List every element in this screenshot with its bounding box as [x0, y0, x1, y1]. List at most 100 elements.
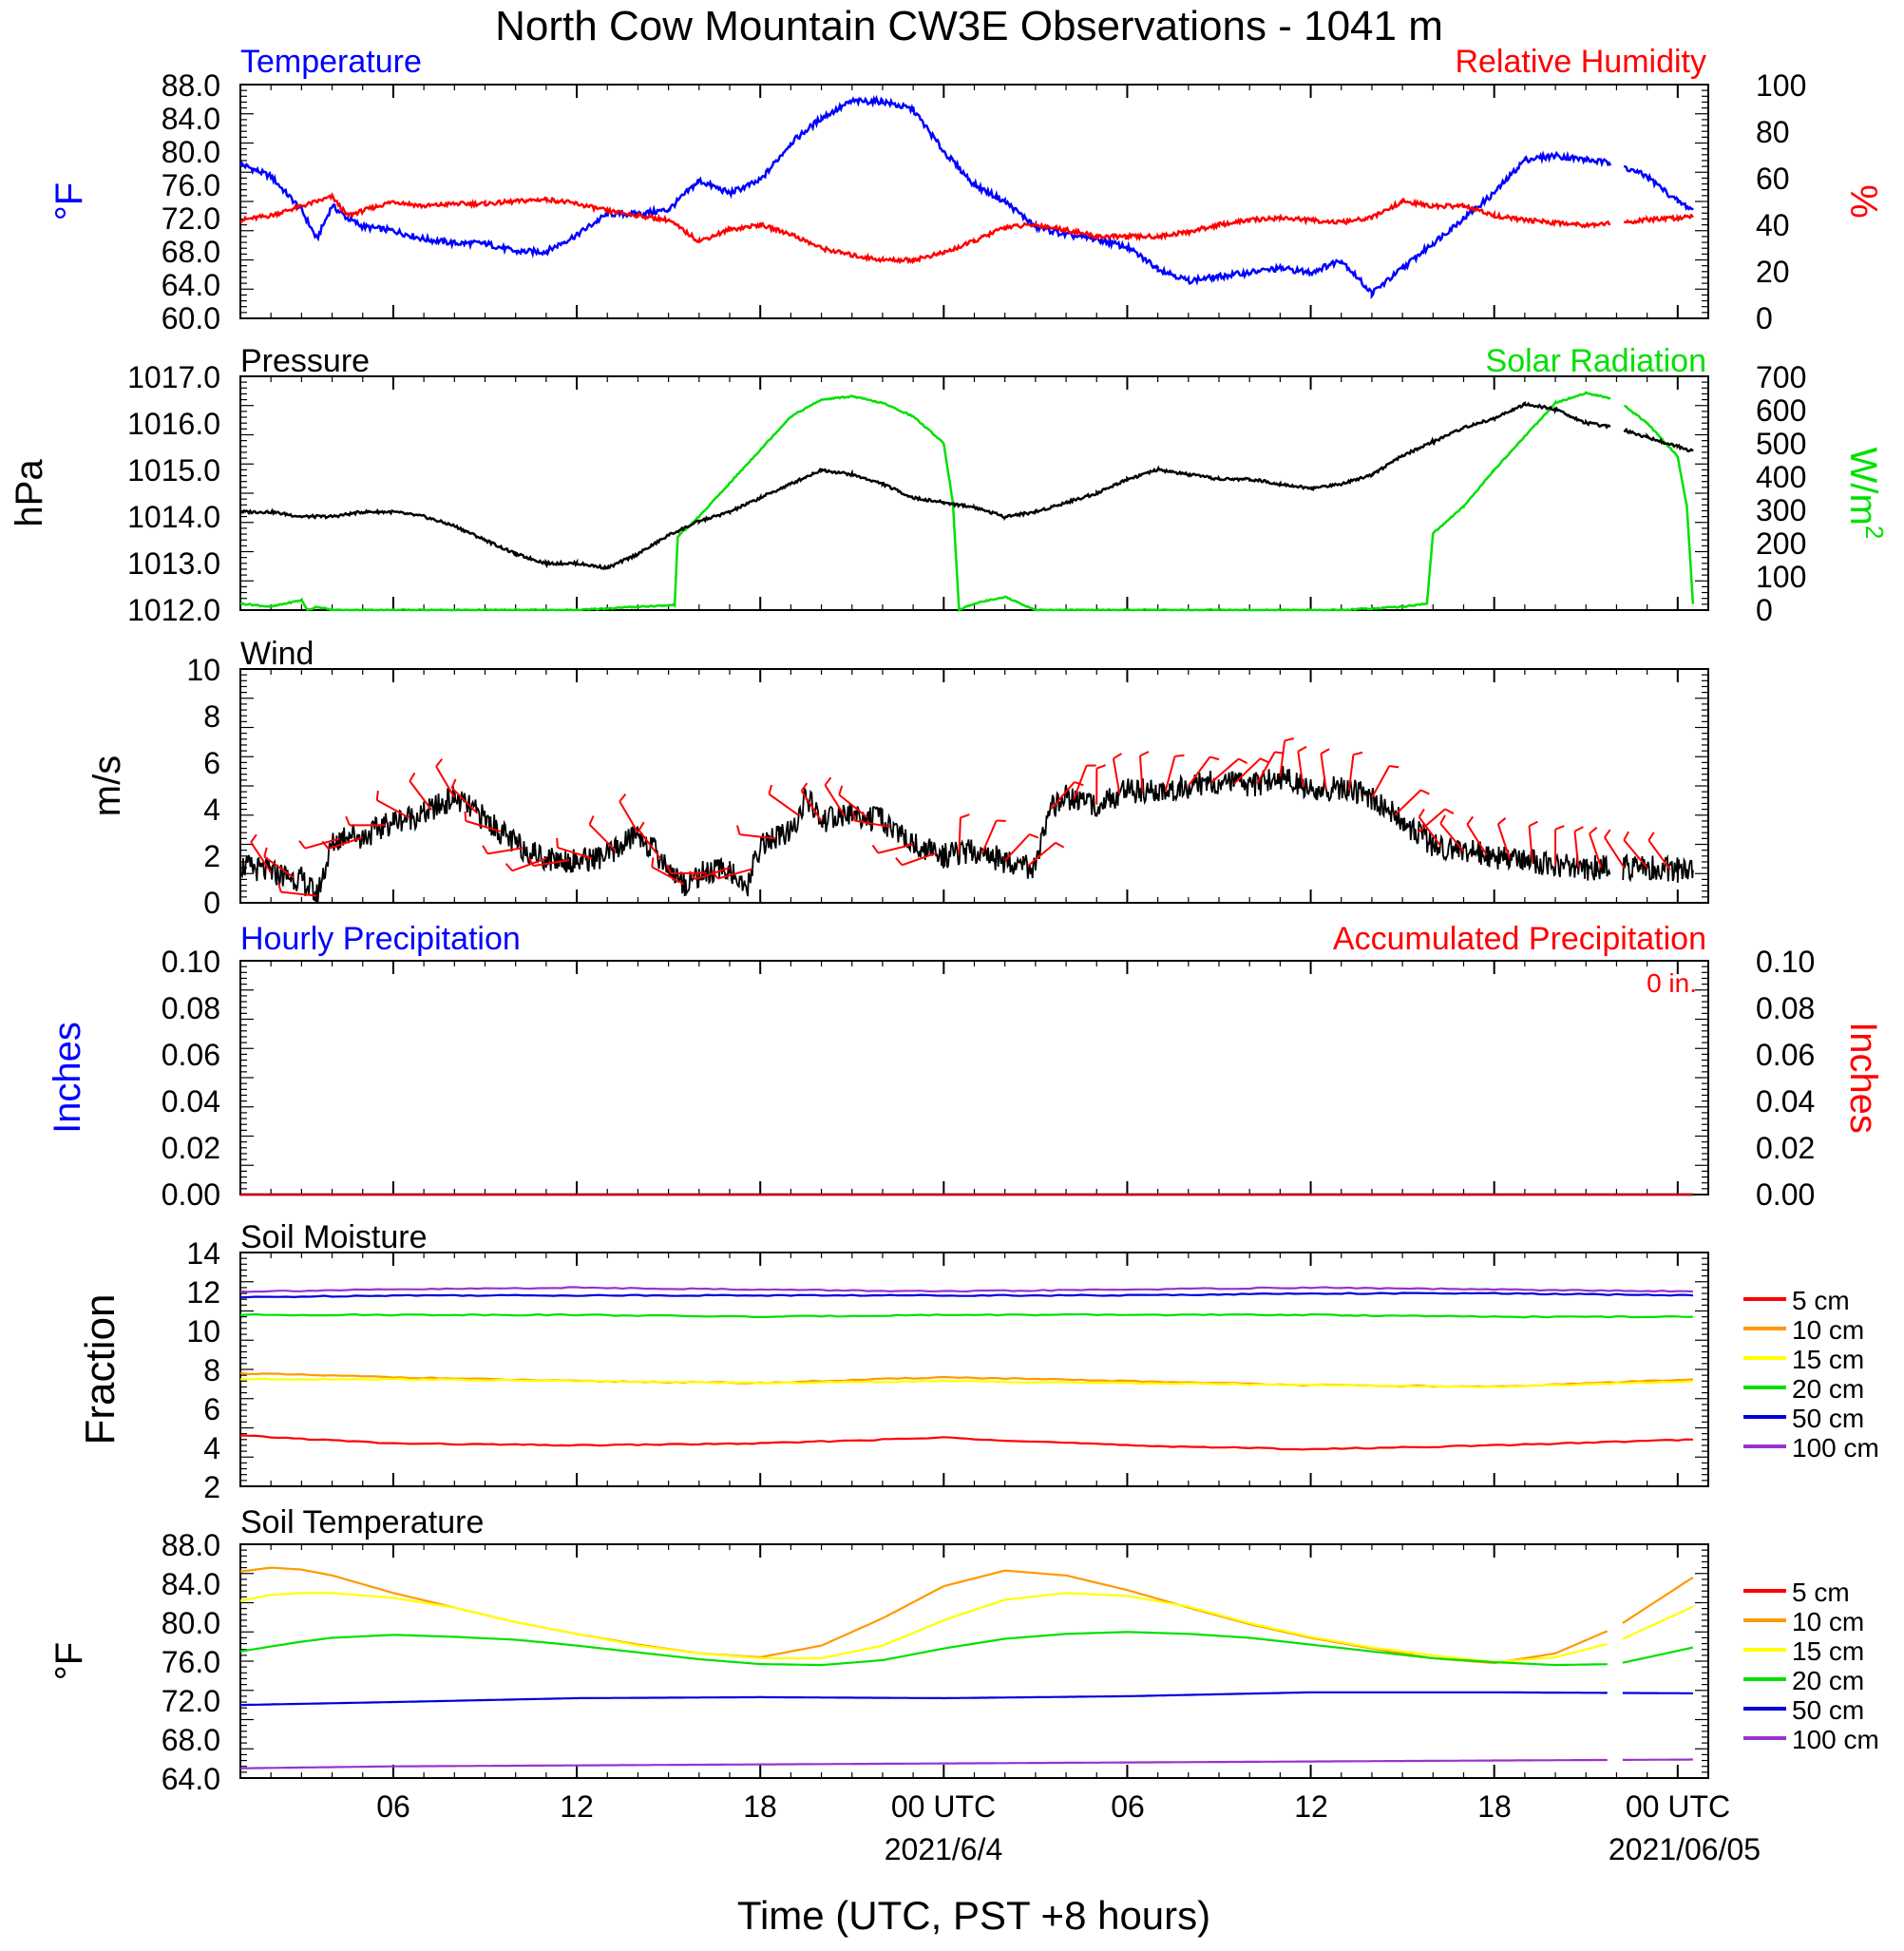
wind-barb-flag: [1284, 737, 1295, 742]
legend-label: 20 cm: [1792, 1666, 1864, 1695]
wind-barb-flag: [1439, 814, 1446, 825]
wind-barb-flag: [1574, 826, 1584, 832]
wind-barb-flag: [1209, 756, 1220, 761]
wind-title: Wind: [240, 636, 314, 672]
wind-barb: [1256, 751, 1276, 785]
soil-temperature-lines: [239, 1566, 1694, 1769]
wind-barb: [1647, 839, 1671, 870]
wind-barb-flag: [638, 821, 645, 832]
chart-title: North Cow Mountain CW3E Observations - 1…: [495, 3, 1443, 49]
left-tick-label: 1013.0: [127, 546, 220, 581]
left-tick-label: 10: [186, 653, 220, 687]
x-tick-label: 18: [743, 1789, 777, 1824]
left-tick-label: 1012.0: [127, 593, 220, 627]
left-tick-label: 8: [203, 1353, 220, 1387]
wind-barb: [1164, 756, 1176, 792]
wind-barb: [250, 841, 273, 873]
temperature-line: [238, 94, 1694, 300]
accum-precip-title: Accumulated Precipitation: [1333, 921, 1706, 957]
right-tick-labels: 0.10 0.08 0.06 0.04 0.02 0.00: [1756, 945, 1815, 1212]
wind-barb: [1623, 839, 1648, 869]
wind-barb-flag: [1029, 832, 1039, 839]
left-tick-label: 84.0: [162, 1567, 220, 1601]
axis-ticks: [239, 375, 1709, 611]
left-tick-label: 80.0: [162, 135, 220, 169]
wind-speed-line: [239, 765, 1694, 904]
wind-barb: [1320, 753, 1327, 790]
right-tick-label: 40: [1756, 208, 1790, 242]
accum-precip-total: 0 in.: [1647, 968, 1697, 998]
left-tick-label: 1016.0: [127, 407, 220, 441]
left-tick-label: 88.0: [162, 68, 220, 103]
soil-temperature-legend: 5 cm 10 cm 15 cm 20 cm 50 cm 100 cm: [1743, 1578, 1879, 1754]
left-tick-label: 2: [203, 1470, 220, 1504]
solar-unit: W/m2: [1842, 448, 1889, 540]
wind-barb: [981, 820, 998, 854]
wind-barb: [1112, 758, 1121, 794]
soil-temperature-line-50cm: [240, 1691, 1693, 1707]
wind-barb: [877, 843, 914, 854]
legend-label: 100 cm: [1792, 1433, 1879, 1463]
left-tick-label: 60.0: [162, 301, 220, 335]
wind-barb: [958, 817, 962, 854]
soil-moisture-line-20cm: [239, 1312, 1693, 1319]
wind-barb: [450, 787, 479, 814]
wind-barb-flag: [409, 772, 416, 782]
x-tick-label: 12: [560, 1789, 594, 1824]
left-tick-label: 80.0: [162, 1606, 220, 1640]
wind-barb: [1604, 836, 1626, 869]
right-tick-label: 80: [1756, 115, 1790, 149]
right-tick-label: 100: [1756, 68, 1806, 103]
wind-barb-flag: [688, 870, 696, 880]
left-tick-label: 1015.0: [127, 453, 220, 488]
legend-label: 50 cm: [1792, 1695, 1864, 1725]
pressure-unit: hPa: [9, 459, 50, 527]
wind-barb-flag: [651, 857, 655, 868]
soil-moisture-line-5cm: [239, 1434, 1693, 1451]
wind-barb: [1073, 765, 1088, 800]
wind-barb: [800, 790, 823, 822]
left-tick-label: 6: [203, 746, 220, 780]
wind-barb-flag: [800, 782, 809, 792]
left-tick-label: 0.02: [162, 1131, 220, 1165]
wind-barb: [1528, 826, 1533, 863]
soil-moisture-unit: Fraction: [77, 1294, 124, 1445]
x-tick-label: 12: [1294, 1789, 1328, 1824]
wind-barb-flag: [1297, 745, 1307, 753]
legend-label: 100 cm: [1792, 1725, 1879, 1754]
wind-barb-flag: [588, 815, 595, 826]
wind-barb: [1496, 823, 1511, 859]
wind-barb: [1188, 756, 1211, 787]
soil-temperature-line-15cm: [239, 1592, 1694, 1664]
wind-barb: [1139, 756, 1144, 793]
wind-barb: [511, 857, 547, 872]
x-tick-label: 00 UTC: [1626, 1789, 1730, 1824]
wind-barb-flag: [851, 811, 856, 821]
wind-barb: [619, 800, 639, 833]
left-tick-labels: 10 8 6 4 2 0: [186, 653, 220, 920]
wind-barb-flag: [450, 778, 457, 789]
wind-barb: [717, 868, 753, 880]
x-tick-label: 18: [1477, 1789, 1512, 1824]
soil-moisture-title: Soil Moisture: [240, 1219, 428, 1255]
left-tick-label: 76.0: [162, 168, 220, 202]
humidity-line: [239, 192, 1694, 265]
soil-moisture-legend: 5 cm 10 cm 15 cm 20 cm 50 cm 100 cm: [1743, 1286, 1879, 1463]
panel-wind: Wind m/s 10 8 6 4 2 0: [86, 636, 1709, 920]
wind-barb-flag: [1353, 751, 1363, 756]
wind-barb: [1050, 781, 1076, 811]
wind-barb-flag: [871, 844, 880, 854]
wind-unit: m/s: [86, 756, 128, 816]
legend-label: 5 cm: [1792, 1286, 1850, 1315]
pressure-line: [239, 401, 1694, 571]
wind-barb: [376, 799, 409, 819]
left-tick-label: 76.0: [162, 1645, 220, 1679]
wind-barb: [1027, 842, 1057, 868]
panel-soil-moisture: Soil Moisture Fraction 14 12 10 8 6 4 2 …: [77, 1219, 1879, 1504]
left-tick-label: 72.0: [162, 1684, 220, 1718]
legend-label: 20 cm: [1792, 1374, 1864, 1404]
x-tick-label: 06: [1111, 1789, 1145, 1824]
accum-precip-unit: Inches: [1842, 1022, 1884, 1134]
right-tick-label: 0.00: [1756, 1177, 1815, 1212]
